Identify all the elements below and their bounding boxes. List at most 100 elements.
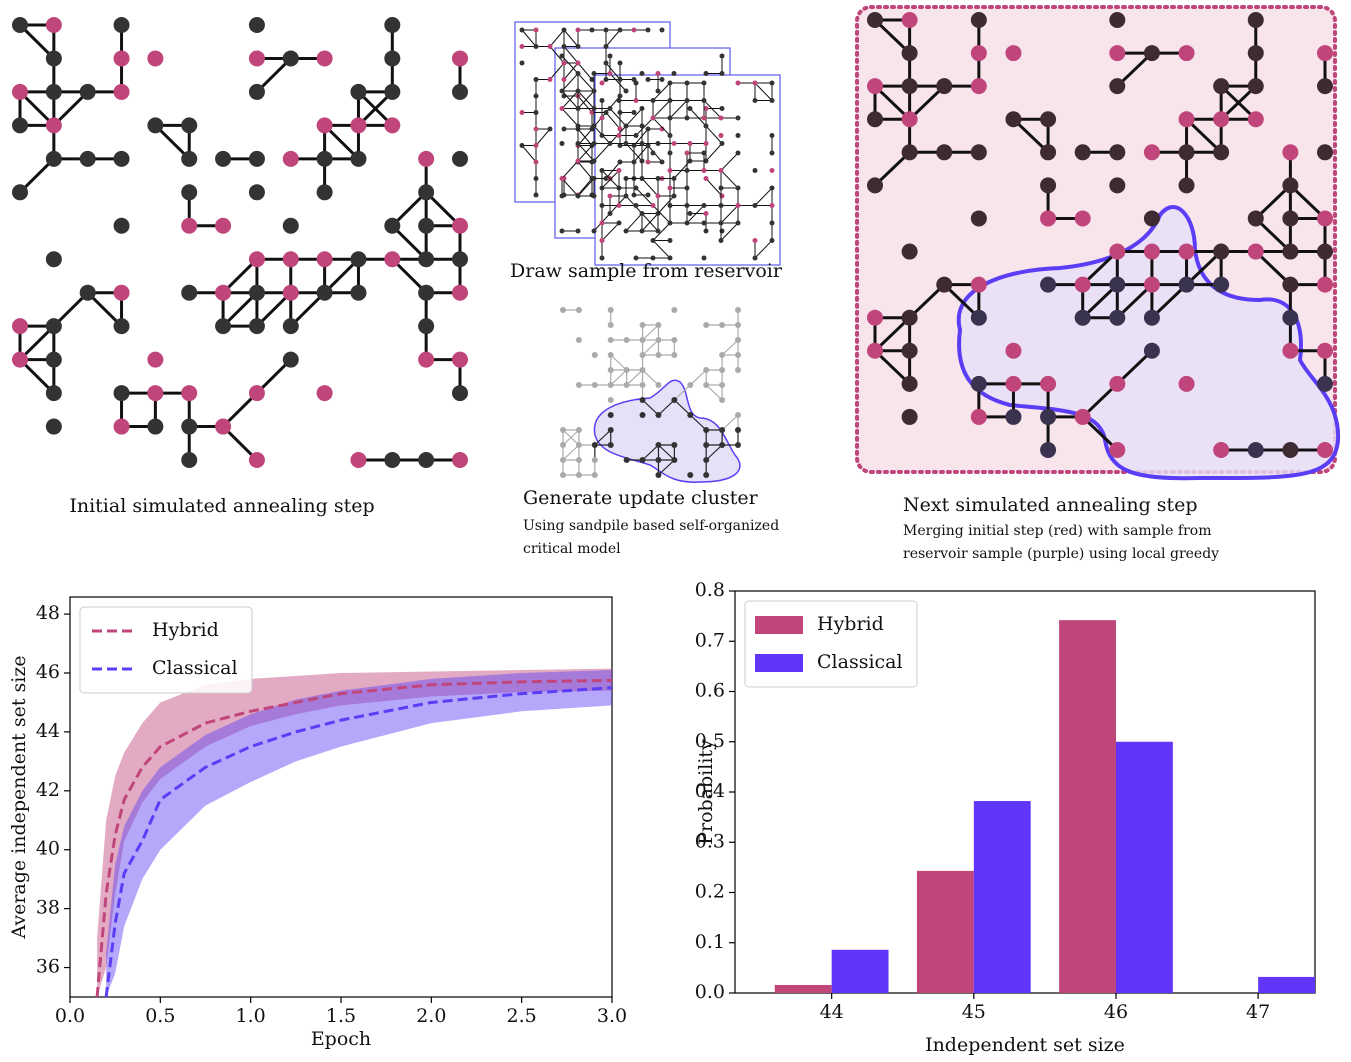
graph-node <box>640 352 646 358</box>
graph-node <box>350 285 366 301</box>
x-tick-label: 2.5 <box>507 1005 537 1027</box>
graph-node <box>687 472 693 478</box>
graph-node <box>702 98 707 103</box>
graph-node <box>1109 177 1125 193</box>
graph-node <box>719 352 725 358</box>
legend-label: Classical <box>152 657 238 679</box>
graph-node <box>624 337 630 343</box>
y-axis-label: Average independent set size <box>8 655 30 939</box>
graph-node <box>592 176 597 181</box>
graph-node <box>592 457 598 463</box>
graph-node <box>640 141 645 146</box>
graph-node <box>618 160 623 165</box>
graph-node <box>520 61 525 66</box>
graph-node <box>1144 343 1160 359</box>
graph-node <box>560 229 565 234</box>
graph-node <box>604 110 609 115</box>
graph-node <box>1317 210 1333 226</box>
graph-node <box>181 285 197 301</box>
x-axis-label: Independent set size <box>925 1034 1125 1056</box>
graph-node <box>592 442 598 448</box>
graph-node <box>12 17 28 33</box>
graph-node <box>720 106 725 111</box>
graph-node <box>632 28 637 33</box>
graph-node <box>704 211 709 216</box>
graph-node <box>867 12 883 28</box>
graph-node <box>249 84 265 100</box>
graph-node <box>1317 78 1333 94</box>
graph-node <box>249 251 265 267</box>
graph-node <box>1109 376 1125 392</box>
graph-node <box>608 412 614 418</box>
graph-node <box>651 256 656 261</box>
figure: Initial simulated annealing step Draw sa… <box>0 0 1351 1062</box>
graph-node <box>283 285 299 301</box>
graph-node <box>592 229 597 234</box>
graph-node <box>971 12 987 28</box>
graph-node <box>1282 144 1298 160</box>
graph-node <box>1179 376 1195 392</box>
graph-node <box>655 352 661 358</box>
graph-node <box>660 28 665 33</box>
graph-node <box>1109 45 1125 61</box>
graph-node <box>685 151 690 156</box>
graph-node <box>534 44 539 49</box>
graph-node <box>719 397 725 403</box>
graph-node <box>624 141 629 146</box>
graph-node <box>655 322 661 328</box>
graph-node <box>215 151 231 167</box>
graph-node <box>592 159 597 164</box>
graph-node <box>249 184 265 200</box>
graph-node <box>902 12 918 28</box>
graph-node <box>753 98 758 103</box>
graph-node <box>592 106 597 111</box>
y-tick-label: 0.7 <box>695 629 725 651</box>
graph-node <box>971 210 987 226</box>
graph-node <box>702 151 707 156</box>
graph-node <box>668 133 673 138</box>
graph-node <box>618 110 623 115</box>
caption: Next simulated annealing step <box>903 494 1198 516</box>
graph-node <box>520 143 525 148</box>
caption: Generate update cluster <box>523 487 759 509</box>
graph-node <box>80 84 96 100</box>
y-axis-label: Probability <box>695 739 717 845</box>
y-tick-label: 48 <box>36 602 60 624</box>
graph-node <box>452 352 468 368</box>
graph-node <box>600 98 605 103</box>
graph-node <box>646 28 651 33</box>
graph-node <box>902 409 918 425</box>
graph-node <box>703 427 709 433</box>
graph-node <box>534 143 539 148</box>
graph-node <box>592 141 597 146</box>
graph-node <box>608 427 614 433</box>
graph-node <box>608 54 613 59</box>
graph-node <box>902 45 918 61</box>
graph-edge <box>627 370 643 385</box>
graph-node <box>534 127 539 132</box>
graph-node <box>418 285 434 301</box>
graph-node <box>624 124 629 129</box>
graph-node <box>685 203 690 208</box>
y-tick-label: 38 <box>36 897 60 919</box>
graph-node <box>671 352 677 358</box>
graph-node <box>655 457 661 463</box>
graph-node <box>600 203 605 208</box>
graph-node <box>12 84 28 100</box>
graph-node <box>181 218 197 234</box>
graph-node <box>719 203 724 208</box>
graph-node <box>753 81 758 86</box>
graph-node <box>735 442 741 448</box>
graph-node <box>608 211 613 216</box>
graph-node <box>576 427 582 433</box>
graph-node <box>688 106 693 111</box>
graph-node <box>646 160 651 165</box>
charts: 363840424446480.00.51.01.52.02.53.0Epoch… <box>8 579 1315 1056</box>
graph-node <box>317 117 333 133</box>
graph-node <box>668 238 673 243</box>
graph-node <box>719 133 724 138</box>
graph-node <box>604 61 609 66</box>
graph-node <box>971 144 987 160</box>
graph-node <box>1317 144 1333 160</box>
graph-node <box>592 71 597 76</box>
